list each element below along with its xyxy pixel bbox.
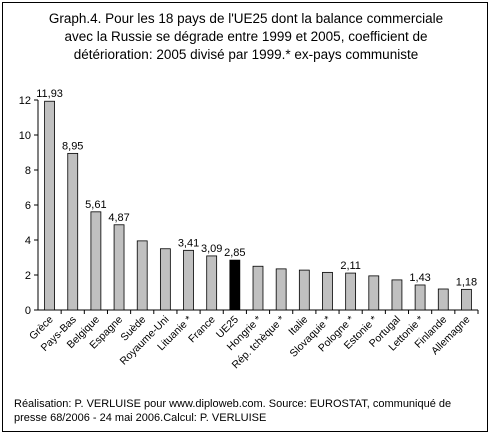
data-label-2: 5,61 <box>85 199 106 211</box>
bar-13 <box>345 272 357 311</box>
bar-6 <box>183 249 194 311</box>
bar-17 <box>437 288 449 311</box>
bar-11 <box>298 269 310 311</box>
data-label-13: 2,11 <box>340 260 361 272</box>
bar-12 <box>322 271 333 311</box>
bar-7 <box>206 255 218 311</box>
chart-title: Graph.4. Pour les 18 pays de l'UE25 dont… <box>48 11 444 62</box>
bar-10 <box>275 268 287 311</box>
y-tick-label-6: 12 <box>19 95 31 107</box>
bar-1 <box>67 152 79 311</box>
y-tick-label-3: 6 <box>25 200 31 212</box>
y-tick-label-0: 0 <box>25 305 31 317</box>
data-label-16: 1,43 <box>409 272 430 284</box>
y-tick-label-4: 8 <box>25 165 31 177</box>
data-label-8: 2,85 <box>224 247 245 259</box>
data-label-3: 4,87 <box>108 212 129 224</box>
bar-9 <box>252 265 264 311</box>
bar-3 <box>113 224 125 311</box>
bar-5 <box>159 248 171 311</box>
data-label-0: 11,93 <box>36 88 63 100</box>
y-tick-label-5: 10 <box>19 130 31 142</box>
bar-0 <box>44 100 55 311</box>
y-tick-label-2: 4 <box>25 235 31 247</box>
bar-14 <box>368 275 380 311</box>
data-label-1: 8,95 <box>62 140 83 152</box>
data-label-7: 3,09 <box>201 243 222 255</box>
data-label-18: 1,18 <box>456 276 477 288</box>
x-tick-label-7: France <box>186 314 218 346</box>
y-tick-label-1: 2 <box>25 270 31 282</box>
bar-4 <box>136 240 148 311</box>
data-label-6: 3,41 <box>178 237 199 249</box>
chart-footer: Réalisation: P. VERLUISE pour www.diplow… <box>14 398 452 424</box>
bar-15 <box>391 279 403 311</box>
bar-2 <box>90 211 102 311</box>
bar-8 <box>229 259 241 311</box>
bar-18 <box>461 288 472 311</box>
bar-16 <box>414 284 426 311</box>
